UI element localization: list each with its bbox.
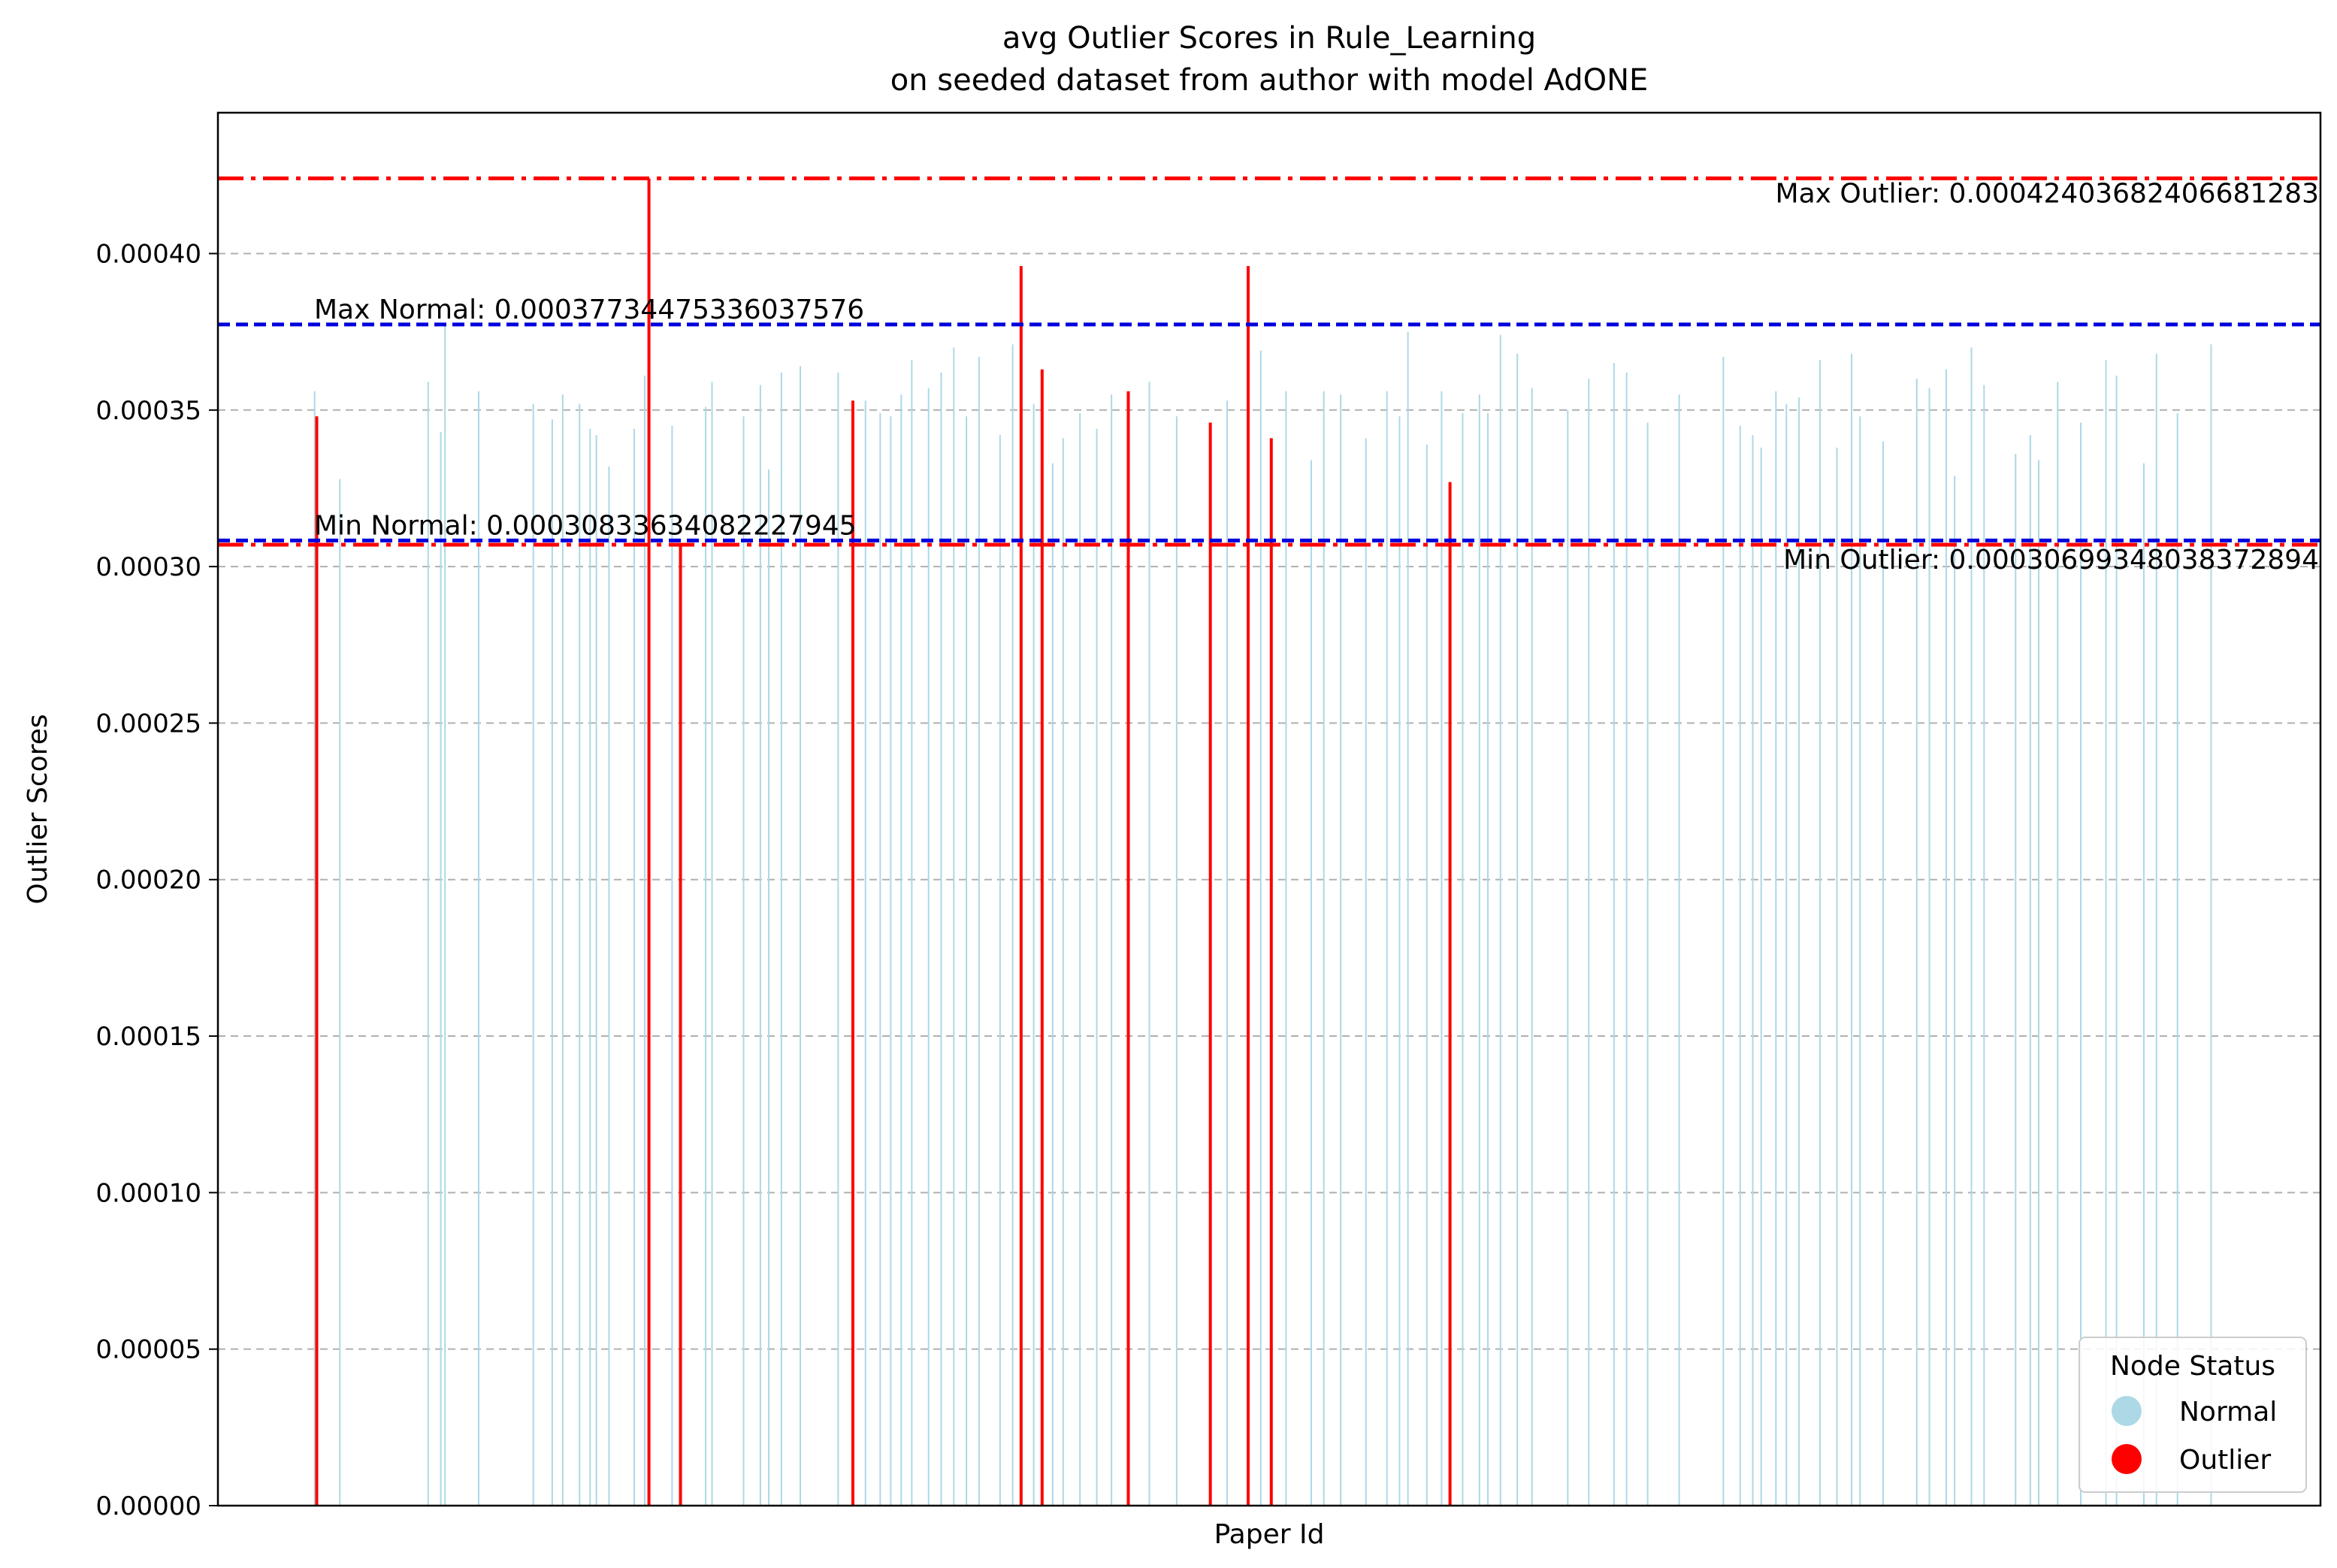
- legend-outlier-marker: [2112, 1444, 2142, 1474]
- y-tick-label: 0.00025: [95, 708, 201, 739]
- y-tick-label: 0.00000: [95, 1491, 201, 1521]
- reference-line-label: Min Normal: 0.00030833634082227945: [314, 510, 857, 541]
- outlier-bars: [315, 178, 1452, 1506]
- y-tick-label: 0.00010: [95, 1178, 201, 1208]
- x-axis-label: Paper Id: [1214, 1519, 1325, 1550]
- legend-normal-label: Normal: [2179, 1397, 2277, 1428]
- legend: Node Status Normal Outlier: [2079, 1337, 2307, 1493]
- chart-title-line1: avg Outlier Scores in Rule_Learning: [1002, 21, 1536, 56]
- plot-frame: [216, 111, 2322, 1507]
- y-tick-label: 0.00040: [95, 239, 201, 269]
- legend-normal-marker: [2112, 1396, 2142, 1426]
- legend-title: Node Status: [2110, 1351, 2275, 1382]
- y-grid: [218, 252, 2320, 1350]
- reference-line-label: Max Normal: 0.00037734475336037576: [314, 295, 864, 325]
- y-tick-label: 0.00020: [95, 866, 201, 896]
- reference-line-label: Max Outlier: 0.00042403682406681283: [1776, 178, 2319, 209]
- reference-lines: Max Outlier: 0.00042403682406681283 Max N…: [218, 176, 2320, 576]
- chart-title-line2: on seeded dataset from author with model…: [890, 63, 1649, 98]
- reference-line-label: Min Outlier: 0.00030699348038372894: [1783, 545, 2319, 576]
- y-tick-label: 0.00015: [95, 1022, 201, 1052]
- y-tick-label: 0.00030: [95, 552, 201, 582]
- y-axis-label: Outlier Scores: [23, 714, 53, 904]
- normal-bars: [313, 325, 2212, 1506]
- y-axis-ticks: 0.00000 0.00005 0.00010 0.00015 0.00020 0.000…: [95, 239, 218, 1521]
- y-tick-label: 0.00005: [95, 1335, 201, 1365]
- legend-outlier-label: Outlier: [2179, 1445, 2271, 1476]
- y-tick-label: 0.00035: [95, 396, 201, 426]
